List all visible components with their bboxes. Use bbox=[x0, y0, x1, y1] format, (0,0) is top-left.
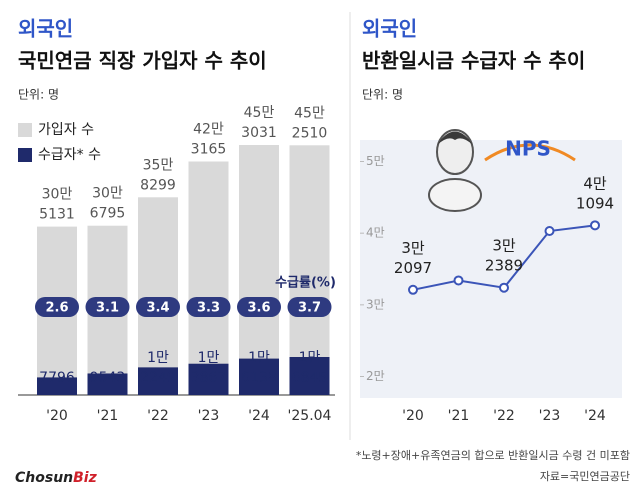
value-label: 45만 3031 bbox=[241, 105, 277, 141]
rate-label: 3.1 bbox=[96, 301, 119, 316]
value-label: 45만 2510 bbox=[292, 105, 328, 141]
marker bbox=[499, 282, 509, 293]
illustration bbox=[428, 129, 576, 212]
x-tick-label: '23 bbox=[198, 408, 220, 424]
rate-pill bbox=[237, 297, 281, 317]
value-label: 1만 2249 bbox=[140, 350, 176, 386]
bar bbox=[188, 161, 229, 395]
value-label: 7796 bbox=[39, 370, 75, 386]
x-tick-label: '20 bbox=[402, 408, 424, 424]
value-label: 4만 1094 bbox=[576, 174, 614, 212]
bar bbox=[239, 358, 279, 395]
bar bbox=[239, 145, 279, 395]
marker bbox=[408, 284, 418, 295]
y-tick-label: 5만 bbox=[366, 154, 385, 168]
bar bbox=[138, 367, 178, 395]
legend-label: 가입자 수 bbox=[38, 122, 94, 138]
logo: ChosunBiz bbox=[15, 470, 98, 486]
y-tick-label: 2만 bbox=[366, 369, 385, 383]
marker bbox=[453, 275, 464, 286]
legend-swatch bbox=[18, 123, 32, 137]
x-tick-label: '24 bbox=[248, 408, 270, 424]
value-label: 3만 2097 bbox=[394, 238, 432, 276]
plot-area bbox=[360, 140, 622, 398]
value-label: 30만 5131 bbox=[39, 187, 75, 223]
y-tick-label: 4만 bbox=[366, 226, 385, 240]
unit: 단위: 명 bbox=[18, 88, 59, 102]
rate-pill bbox=[186, 297, 231, 317]
rate-pill bbox=[35, 297, 79, 317]
legend-swatch bbox=[18, 148, 32, 162]
bar bbox=[289, 357, 330, 395]
logo-suffix: Biz bbox=[73, 470, 97, 486]
header: 외국인 bbox=[18, 17, 73, 41]
rate-label: 2.6 bbox=[45, 301, 68, 316]
bar bbox=[138, 197, 178, 395]
rate-pill bbox=[136, 297, 180, 317]
note: *노령+장애+유족연금의 합으로 반환일시금 수령 건 미포함 bbox=[356, 448, 630, 462]
x-tick-label: '22 bbox=[147, 408, 169, 424]
x-tick-label: '22 bbox=[493, 408, 515, 424]
rate-title: 수급률(%) bbox=[275, 276, 336, 291]
rate-label: 3.6 bbox=[247, 301, 270, 316]
rate-pill bbox=[287, 297, 332, 317]
bar bbox=[188, 363, 229, 395]
bar bbox=[37, 377, 77, 395]
header: 외국인 bbox=[362, 17, 417, 41]
rate-label: 3.4 bbox=[146, 301, 169, 316]
marker bbox=[544, 226, 555, 237]
value-label: 1만 6138 bbox=[241, 350, 277, 386]
x-tick-label: '20 bbox=[46, 408, 68, 424]
rate-label: 3.7 bbox=[298, 301, 321, 316]
value-label: 30만 6795 bbox=[90, 186, 126, 222]
value-label: 1만 6845 bbox=[292, 350, 328, 386]
logo-name: Chosun bbox=[15, 470, 73, 486]
value-label: 42만 3165 bbox=[191, 121, 227, 157]
source: 자료=국민연금공단 bbox=[540, 470, 630, 483]
legend-label: 수급자* 수 bbox=[38, 147, 101, 163]
x-tick-label: '24 bbox=[584, 408, 606, 424]
unit: 단위: 명 bbox=[362, 88, 403, 102]
y-tick-label: 3만 bbox=[366, 297, 385, 311]
value-label: 3만 2389 bbox=[485, 236, 523, 274]
chart-title: 국민연금 직장 가입자 수 추이 bbox=[18, 49, 267, 73]
value-label: 1만 3867 bbox=[191, 350, 227, 386]
logo-text: NPS bbox=[505, 137, 551, 161]
bar bbox=[289, 145, 330, 395]
x-tick-label: '21 bbox=[97, 408, 119, 424]
rate-pill bbox=[85, 297, 130, 317]
x-tick-label: '21 bbox=[448, 408, 470, 424]
value-label: 35만 8299 bbox=[140, 157, 176, 193]
marker bbox=[590, 220, 600, 231]
rate-label: 3.3 bbox=[197, 301, 220, 316]
x-tick-label: '23 bbox=[539, 408, 561, 424]
x-tick-label: '25.04 bbox=[288, 408, 332, 424]
bar bbox=[87, 373, 128, 395]
value-label: 9543 bbox=[90, 370, 126, 386]
chart-title: 반환일시금 수급자 수 추이 bbox=[362, 49, 585, 73]
